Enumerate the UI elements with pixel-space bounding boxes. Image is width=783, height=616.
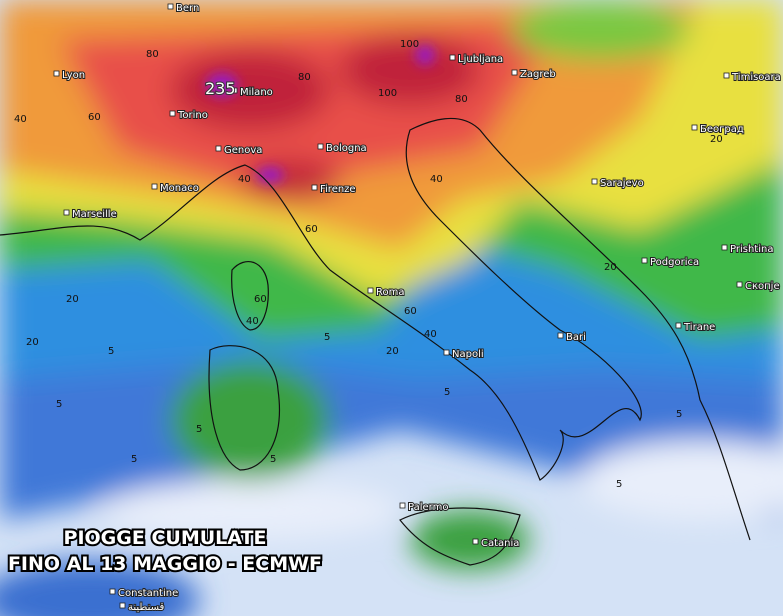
city-name: Скопје bbox=[745, 280, 780, 292]
contour-label: 60 bbox=[404, 306, 417, 317]
contour-label: 5 bbox=[616, 479, 622, 490]
city-marker bbox=[675, 322, 682, 329]
contour-label: 40 bbox=[238, 174, 251, 185]
contour-label: 40 bbox=[14, 114, 27, 125]
city-name: قسنطينة bbox=[128, 602, 165, 613]
city-name: Bari bbox=[566, 332, 586, 343]
contour-label: 5 bbox=[444, 387, 450, 398]
contour-label: 5 bbox=[196, 424, 202, 435]
city-name: Marseille bbox=[72, 209, 117, 220]
city-marker bbox=[53, 70, 60, 77]
contour-labels: 235 100 100 80 80 80 60 60 60 60 40 40 40 40 40 20 20 20 2… bbox=[14, 39, 723, 490]
city-marker bbox=[736, 281, 743, 288]
contour-label: 5 bbox=[270, 454, 276, 465]
city-name: Bern bbox=[176, 3, 199, 14]
contour-label: 100 bbox=[400, 39, 419, 50]
contour-label: 20 bbox=[604, 262, 617, 273]
city-name: Tirane bbox=[683, 322, 715, 333]
city-marker bbox=[167, 3, 174, 10]
city-name: Timisoara bbox=[731, 72, 781, 83]
contour-label: 20 bbox=[710, 134, 723, 145]
contour-label: 80 bbox=[455, 94, 468, 105]
city-name: Torino bbox=[177, 110, 208, 121]
city-marker bbox=[151, 183, 158, 190]
city-marker bbox=[63, 209, 70, 216]
city-name: Napoli bbox=[452, 349, 484, 360]
city-marker bbox=[119, 602, 126, 609]
city-name: Monaco bbox=[160, 183, 199, 194]
city-name: Lyon bbox=[62, 70, 85, 81]
city-marker bbox=[443, 349, 450, 356]
contour-label: 100 bbox=[378, 88, 397, 99]
contour-label: 40 bbox=[430, 174, 443, 185]
title-line: PIOGGE CUMULATE bbox=[64, 527, 267, 549]
contour-label: 5 bbox=[131, 454, 137, 465]
contour-label: 40 bbox=[246, 316, 259, 327]
city-marker bbox=[721, 244, 728, 251]
contour-label: 20 bbox=[26, 337, 39, 348]
contour-label: 5 bbox=[108, 346, 114, 357]
contour-label: 5 bbox=[676, 409, 682, 420]
city-name: Sarajevo bbox=[600, 178, 644, 189]
city-name: Београд bbox=[700, 124, 744, 135]
city-name: Constantine bbox=[118, 588, 178, 599]
city-marker bbox=[591, 178, 598, 185]
contour-label: 60 bbox=[88, 112, 101, 123]
city-name: Podgorica bbox=[650, 257, 699, 268]
city-name: Roma bbox=[376, 287, 405, 298]
city-marker bbox=[311, 184, 318, 191]
city-marker bbox=[215, 145, 222, 152]
coastlines bbox=[0, 117, 751, 566]
city-marker bbox=[723, 72, 730, 79]
contour-label: 80 bbox=[146, 49, 159, 60]
city-marker bbox=[231, 87, 238, 94]
city-marker bbox=[472, 538, 479, 545]
city-marker bbox=[449, 54, 456, 61]
contour-label: 60 bbox=[305, 224, 318, 235]
city-name: Genova bbox=[224, 145, 262, 156]
city-marker bbox=[641, 257, 648, 264]
city-name: Zagreb bbox=[520, 69, 556, 80]
contour-label: 5 bbox=[56, 399, 62, 410]
city-name: Prishtina bbox=[730, 244, 773, 255]
contour-label: 5 bbox=[324, 332, 330, 343]
city-labels: Bern Lyon Torino Milano Genova Bologna Monaco M… bbox=[53, 2, 782, 614]
city-marker bbox=[169, 110, 176, 117]
city-marker bbox=[557, 332, 564, 339]
contour-label: 60 bbox=[254, 294, 267, 305]
contour-label: 80 bbox=[298, 72, 311, 83]
city-name: Ljubljana bbox=[458, 54, 503, 65]
city-marker bbox=[109, 588, 116, 595]
city-marker bbox=[399, 502, 406, 509]
city-marker bbox=[317, 143, 324, 150]
city-name: Catania bbox=[481, 538, 519, 549]
title-line: FINO AL 13 MAGGIO - ECMWF bbox=[8, 553, 322, 575]
contour-label: 40 bbox=[424, 329, 437, 340]
city-marker bbox=[511, 69, 518, 76]
contour-label: 20 bbox=[66, 294, 79, 305]
city-name: Bologna bbox=[326, 143, 367, 154]
city-name: Milano bbox=[240, 87, 273, 98]
contour-label: 20 bbox=[386, 346, 399, 357]
city-name: Firenze bbox=[320, 184, 356, 195]
city-marker bbox=[691, 124, 698, 131]
contour-label: 235 bbox=[205, 79, 236, 98]
city-name: Palermo bbox=[408, 502, 448, 513]
city-marker bbox=[367, 287, 374, 294]
